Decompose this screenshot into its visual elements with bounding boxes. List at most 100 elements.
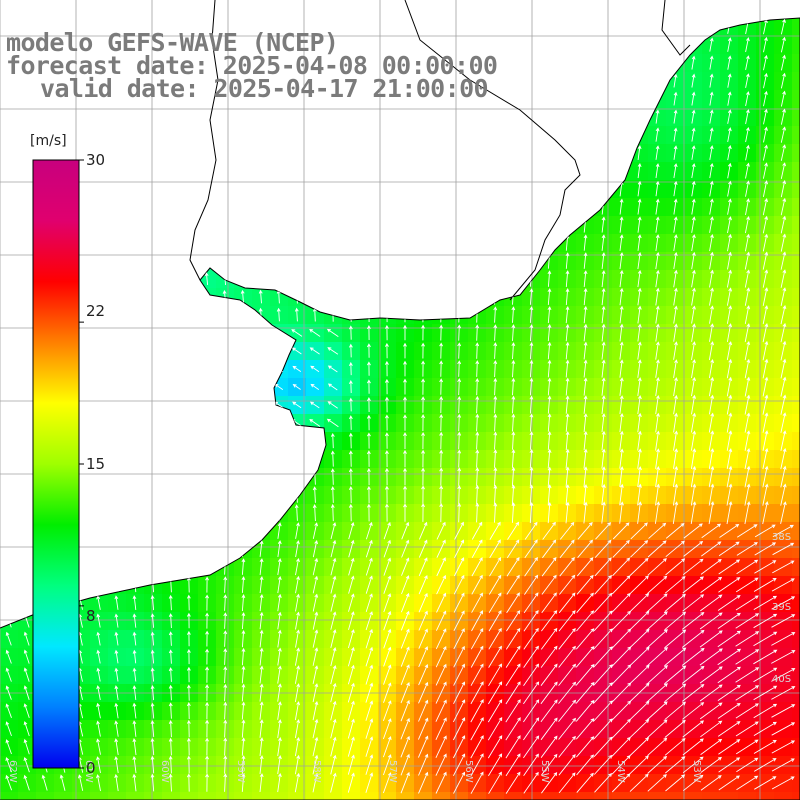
- wind-arrow: [763, 90, 768, 107]
- wind-arrow: [637, 287, 642, 306]
- speed-cell: [0, 792, 19, 800]
- wind-arrow: [691, 269, 696, 288]
- wind-arrow: [385, 360, 389, 377]
- wind-arrow: [457, 342, 462, 359]
- wind-arrow: [673, 359, 678, 378]
- speed-cell: [198, 792, 217, 800]
- wind-arrow: [673, 377, 678, 397]
- valid-date: valid date: 2025-04-17 21:00:00: [40, 74, 489, 103]
- wind-arrow: [475, 377, 480, 396]
- speed-cell: [162, 792, 181, 800]
- speed-cell: [252, 792, 271, 800]
- wind-arrow: [327, 347, 339, 355]
- wind-arrow: [367, 325, 371, 341]
- speed-cell: [792, 108, 800, 127]
- wind-arrow: [763, 54, 768, 71]
- wind-arrow: [547, 377, 552, 396]
- wind-arrow: [708, 358, 715, 379]
- wind-arrow: [601, 270, 606, 288]
- speed-cell: [792, 396, 800, 415]
- wind-arrow: [691, 198, 696, 215]
- wind-arrow: [601, 287, 606, 306]
- speed-cell: [792, 720, 800, 739]
- wind-arrow: [727, 180, 732, 197]
- wind-arrow: [421, 378, 425, 395]
- speed-cell: [792, 162, 800, 181]
- speed-cell: [792, 666, 800, 685]
- wind-arrow: [583, 305, 588, 324]
- wind-arrow: [762, 287, 769, 306]
- wind-arrow: [780, 358, 787, 379]
- speed-cell: [612, 792, 631, 800]
- wind-arrow: [547, 270, 552, 287]
- wind-arrow: [655, 109, 660, 124]
- speed-cell: [648, 792, 667, 800]
- wind-arrow: [655, 145, 660, 160]
- wind-arrow: [691, 163, 696, 179]
- colorbar-label-8: 8: [86, 607, 96, 625]
- wind-arrow: [780, 144, 787, 161]
- wind-arrow: [511, 306, 516, 323]
- speed-cell: [792, 648, 800, 667]
- wind-arrow: [780, 215, 787, 234]
- wind-arrow: [601, 252, 606, 269]
- speed-cell: [342, 792, 361, 800]
- wind-arrow: [439, 360, 444, 377]
- speed-cell: [756, 792, 775, 800]
- wind-arrow: [327, 365, 338, 373]
- wind-arrow: [583, 234, 588, 251]
- wind-arrow: [727, 127, 732, 142]
- wind-arrow: [762, 358, 769, 379]
- speed-cell: [792, 144, 800, 163]
- speed-cell: [504, 792, 523, 800]
- wind-arrow: [727, 73, 732, 88]
- speed-cell: [594, 792, 613, 800]
- speed-cell: [792, 738, 800, 757]
- wind-arrow: [601, 234, 606, 251]
- wind-arrow: [637, 145, 642, 160]
- wind-arrow: [367, 361, 371, 376]
- lon-label: 58W: [311, 760, 322, 783]
- speed-cell: [792, 450, 800, 469]
- speed-cell: [540, 792, 559, 800]
- speed-cell: [792, 630, 800, 649]
- wind-arrow: [637, 269, 642, 288]
- wind-arrow: [691, 180, 696, 197]
- wind-arrow: [637, 377, 642, 396]
- wind-arrow: [655, 305, 660, 324]
- wind-arrow: [637, 162, 642, 179]
- speed-cell: [108, 792, 127, 800]
- wind-arrow: [762, 233, 769, 252]
- wind-arrow: [744, 323, 751, 343]
- wind-arrow: [439, 324, 444, 341]
- wind-arrow: [348, 325, 353, 340]
- wind-arrow: [727, 162, 732, 179]
- speed-cell: [792, 540, 800, 559]
- wind-arrow: [727, 109, 732, 124]
- lon-label: 57W: [387, 760, 398, 783]
- wind-arrow: [709, 323, 715, 342]
- speed-cell: [738, 792, 757, 800]
- wind-arrow: [475, 360, 480, 377]
- wind-arrow: [565, 341, 570, 360]
- speed-cell: [792, 486, 800, 505]
- speed-cell: [72, 792, 91, 800]
- wind-arrow: [727, 91, 732, 106]
- wind-arrow: [240, 289, 245, 304]
- wind-arrow: [291, 329, 303, 337]
- wind-arrow: [619, 377, 624, 396]
- speed-cell: [792, 360, 800, 379]
- coastline-path: [0, 17, 800, 800]
- wind-arrow: [385, 378, 389, 395]
- wind-arrow: [744, 251, 751, 270]
- speed-cell: [792, 72, 800, 91]
- wind-arrow: [583, 377, 588, 396]
- wind-arrow: [709, 162, 714, 179]
- wind-arrow: [421, 360, 425, 377]
- wind-arrow: [744, 215, 750, 234]
- speed-cell: [216, 792, 235, 800]
- speed-cell: [792, 612, 800, 631]
- colorbar-gradient: [32, 159, 80, 769]
- wind-arrow: [691, 323, 696, 342]
